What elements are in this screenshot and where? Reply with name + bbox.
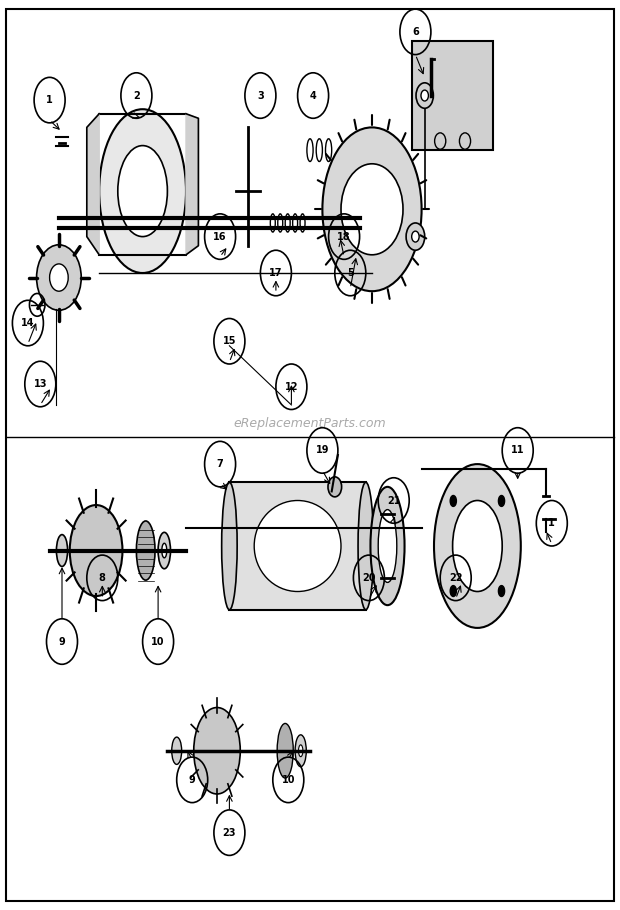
- Polygon shape: [87, 114, 99, 255]
- Ellipse shape: [358, 482, 373, 610]
- Text: 13: 13: [33, 379, 47, 389]
- Ellipse shape: [421, 90, 428, 101]
- Text: 22: 22: [449, 573, 463, 582]
- Ellipse shape: [498, 585, 505, 596]
- Ellipse shape: [498, 496, 505, 507]
- Text: 21: 21: [387, 496, 401, 505]
- Ellipse shape: [158, 532, 170, 569]
- Ellipse shape: [328, 477, 342, 497]
- Ellipse shape: [450, 496, 456, 507]
- Text: 9: 9: [59, 637, 65, 646]
- Ellipse shape: [162, 543, 167, 558]
- Ellipse shape: [378, 510, 397, 582]
- Ellipse shape: [341, 164, 403, 255]
- Ellipse shape: [222, 482, 237, 610]
- Ellipse shape: [136, 521, 155, 581]
- Ellipse shape: [434, 464, 521, 628]
- Ellipse shape: [56, 535, 68, 566]
- Ellipse shape: [371, 487, 404, 605]
- Text: 10: 10: [281, 775, 295, 784]
- Ellipse shape: [459, 133, 471, 149]
- Ellipse shape: [298, 744, 303, 757]
- Ellipse shape: [412, 231, 419, 242]
- Text: 3: 3: [257, 91, 264, 100]
- Ellipse shape: [254, 501, 341, 592]
- Text: 6: 6: [412, 27, 418, 36]
- Ellipse shape: [450, 585, 456, 596]
- Ellipse shape: [172, 737, 182, 764]
- Text: 4: 4: [310, 91, 316, 100]
- Text: 5: 5: [347, 268, 353, 278]
- Text: 17: 17: [269, 268, 283, 278]
- Ellipse shape: [453, 501, 502, 592]
- Polygon shape: [186, 114, 198, 255]
- Ellipse shape: [50, 264, 68, 291]
- Ellipse shape: [406, 223, 425, 250]
- Text: 1: 1: [46, 96, 53, 105]
- Text: 1: 1: [549, 519, 555, 528]
- Ellipse shape: [37, 245, 81, 310]
- Text: 11: 11: [511, 446, 525, 455]
- Text: 23: 23: [223, 828, 236, 837]
- Ellipse shape: [322, 127, 422, 291]
- Text: 10: 10: [151, 637, 165, 646]
- Text: 12: 12: [285, 382, 298, 391]
- Text: 16: 16: [213, 232, 227, 241]
- FancyBboxPatch shape: [412, 41, 493, 150]
- Text: 19: 19: [316, 446, 329, 455]
- Ellipse shape: [277, 723, 293, 778]
- Text: 7: 7: [217, 460, 223, 469]
- Ellipse shape: [327, 207, 349, 238]
- Text: 9: 9: [189, 775, 195, 784]
- Ellipse shape: [118, 146, 167, 237]
- Text: 14: 14: [21, 318, 35, 328]
- Text: 2: 2: [133, 91, 140, 100]
- Ellipse shape: [99, 109, 186, 273]
- Text: eReplacementParts.com: eReplacementParts.com: [234, 417, 386, 430]
- Ellipse shape: [416, 83, 433, 108]
- Ellipse shape: [295, 735, 306, 766]
- Text: 15: 15: [223, 337, 236, 346]
- Ellipse shape: [332, 215, 343, 231]
- Ellipse shape: [69, 505, 122, 596]
- Text: 20: 20: [362, 573, 376, 582]
- Ellipse shape: [435, 133, 446, 149]
- Text: 18: 18: [337, 232, 351, 241]
- Ellipse shape: [193, 708, 241, 794]
- Text: 8: 8: [99, 573, 106, 582]
- FancyBboxPatch shape: [229, 482, 366, 610]
